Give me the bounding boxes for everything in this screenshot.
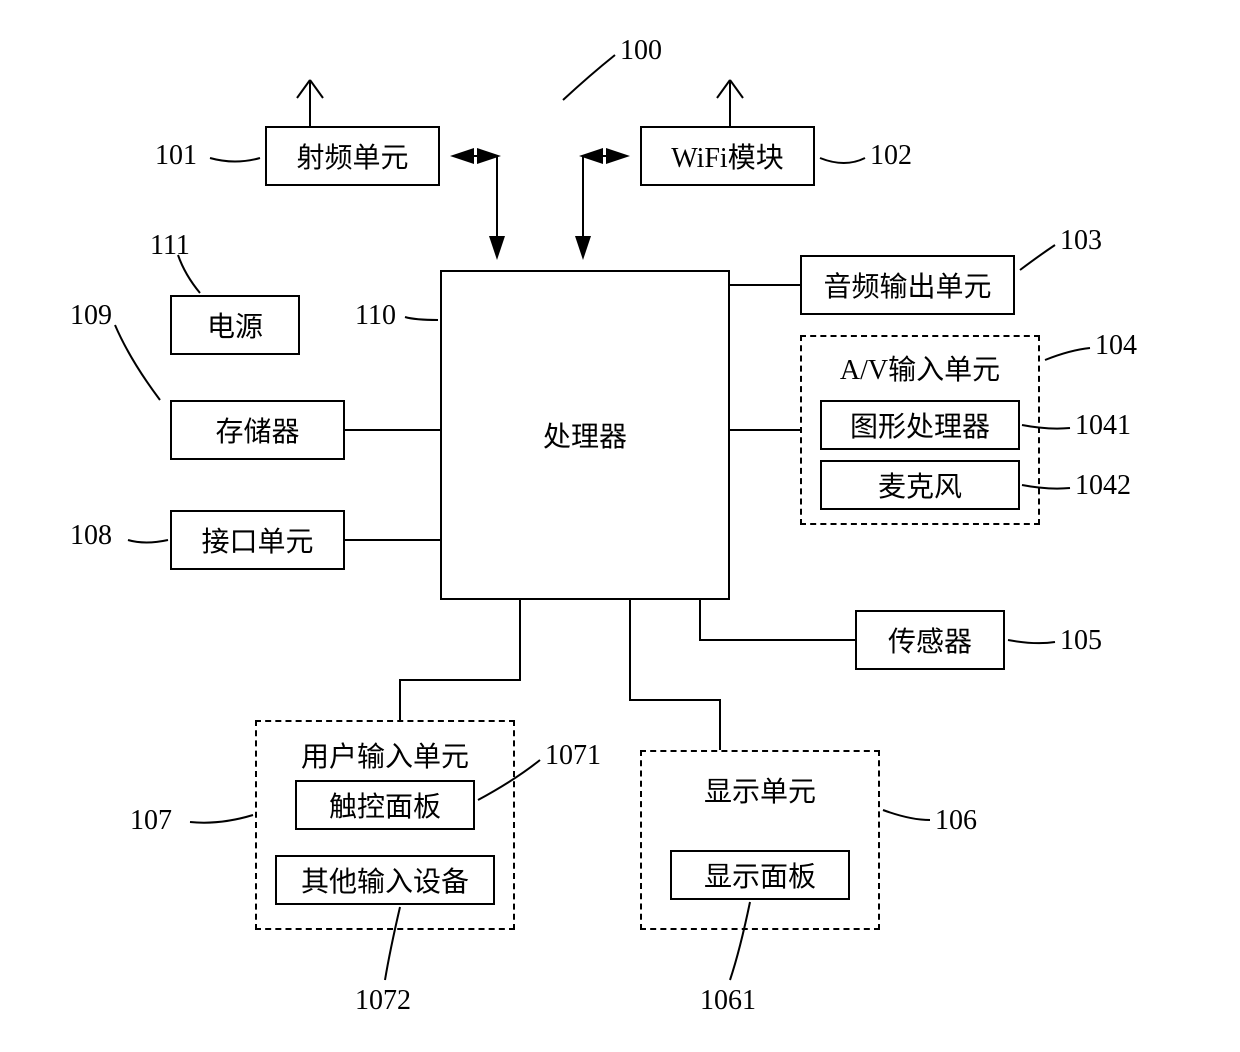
rf-unit-block: 射频单元 (265, 126, 440, 186)
ref-108: 108 (70, 520, 112, 552)
mic-label: 麦克风 (878, 465, 962, 505)
power-block: 电源 (170, 295, 300, 355)
wifi-block: WiFi模块 (640, 126, 815, 186)
processor-label: 处理器 (543, 415, 627, 455)
antenna-wifi-icon (717, 80, 743, 126)
ref-1042: 1042 (1075, 470, 1131, 502)
interface-label: 接口单元 (201, 520, 313, 560)
touch-panel-label: 触控面板 (329, 785, 441, 825)
leader-103 (1020, 245, 1055, 270)
ref-1041: 1041 (1075, 410, 1131, 442)
memory-label: 存储器 (215, 410, 299, 450)
sensor-label: 传感器 (888, 620, 972, 660)
edge-proc-sensor (700, 600, 855, 640)
av-input-label: A/V输入单元 (830, 348, 1010, 388)
power-label: 电源 (207, 305, 263, 345)
audio-out-block: 音频输出单元 (800, 255, 1015, 315)
edge-proc-display (630, 600, 720, 750)
ref-1072: 1072 (355, 985, 411, 1017)
edge-rf-processor (454, 156, 497, 256)
user-input-label: 用户输入单元 (295, 735, 475, 775)
graphics-label: 图形处理器 (850, 405, 990, 445)
leader-100 (563, 55, 615, 100)
interface-block: 接口单元 (170, 510, 345, 570)
sensor-block: 传感器 (855, 610, 1005, 670)
wifi-label: WiFi模块 (671, 136, 783, 176)
leader-101 (210, 158, 260, 162)
ref-104: 104 (1095, 330, 1137, 362)
display-panel-label: 显示面板 (704, 855, 816, 895)
edge-proc-userinput (400, 600, 520, 720)
audio-out-label: 音频输出单元 (823, 265, 991, 305)
ref-111: 111 (150, 230, 190, 262)
other-input-block: 其他输入设备 (275, 855, 495, 905)
ref-109: 109 (70, 300, 112, 332)
leader-106 (883, 810, 930, 820)
ref-1071: 1071 (545, 740, 601, 772)
edge-wifi-processor (583, 156, 626, 256)
ref-102: 102 (870, 140, 912, 172)
graphics-block: 图形处理器 (820, 400, 1020, 450)
ref-100: 100 (620, 35, 662, 67)
leader-110 (405, 317, 438, 320)
memory-block: 存储器 (170, 400, 345, 460)
leader-107 (190, 815, 253, 823)
ref-110: 110 (355, 300, 396, 332)
display-panel-block: 显示面板 (670, 850, 850, 900)
leader-108 (128, 540, 168, 543)
rf-unit-label: 射频单元 (296, 136, 408, 176)
mic-block: 麦克风 (820, 460, 1020, 510)
ref-103: 103 (1060, 225, 1102, 257)
ref-105: 105 (1060, 625, 1102, 657)
processor-block: 处理器 (440, 270, 730, 600)
ref-101: 101 (155, 140, 197, 172)
touch-panel-block: 触控面板 (295, 780, 475, 830)
ref-107: 107 (130, 805, 172, 837)
other-input-label: 其他输入设备 (301, 860, 469, 900)
leader-102 (820, 158, 865, 163)
ref-1061: 1061 (700, 985, 756, 1017)
display-unit-label: 显示单元 (690, 770, 830, 810)
diagram-canvas: 处理器 射频单元 WiFi模块 电源 存储器 接口单元 音频输出单元 A/V输入… (0, 0, 1240, 1052)
ref-106: 106 (935, 805, 977, 837)
leader-109 (115, 325, 160, 400)
antenna-rf-icon (297, 80, 323, 126)
leader-105 (1008, 640, 1055, 643)
leader-104 (1045, 348, 1090, 360)
